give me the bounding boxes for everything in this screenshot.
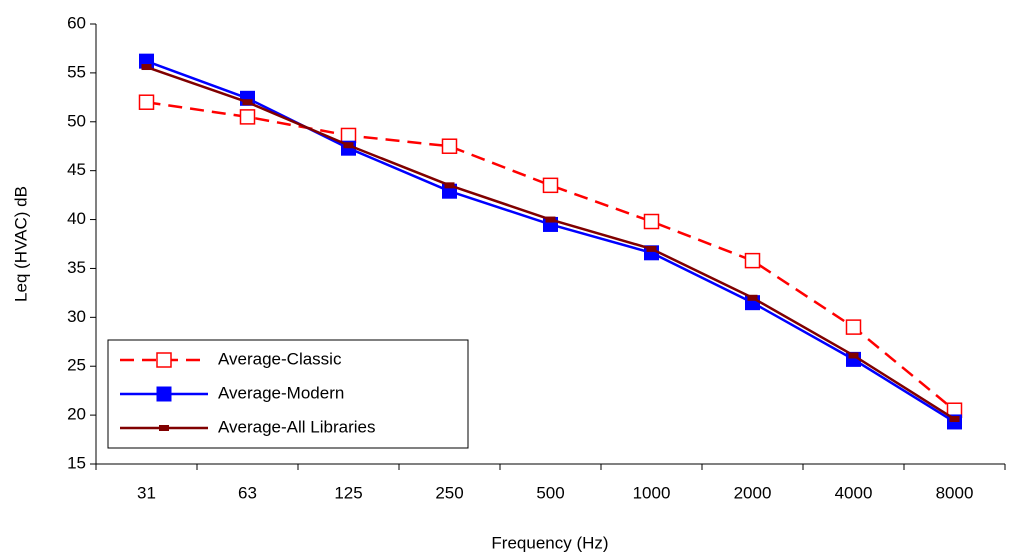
x-tick-label: 8000 [936,483,974,502]
x-tick-label: 125 [334,483,362,502]
y-tick-label: 20 [67,405,86,424]
marker [444,182,455,189]
marker [744,252,761,269]
marker [138,94,155,110]
y-tick-label: 25 [67,356,86,375]
marker [441,138,458,154]
marker [848,352,859,359]
marker [545,216,556,223]
marker [340,127,357,144]
y-tick-label: 50 [67,111,86,130]
x-tick-label: 63 [238,483,257,502]
marker [643,213,660,230]
x-tick-label: 1000 [633,483,671,502]
y-tick-label: 15 [67,453,86,472]
marker [156,386,172,402]
marker [156,352,172,368]
y-tick-label: 60 [67,13,86,32]
marker [242,99,253,106]
marker [646,245,657,252]
y-tick-label: 35 [67,258,86,277]
x-axis-label: Frequency (Hz) [491,533,608,552]
marker [542,177,559,194]
legend-label: Average-Classic [218,349,342,368]
legend-label: Average-Modern [218,383,344,402]
x-tick-label: 2000 [734,483,772,502]
y-tick-label: 45 [67,160,86,179]
y-tick-label: 30 [67,307,86,326]
x-tick-label: 500 [536,483,564,502]
marker [239,109,256,125]
marker [949,416,960,423]
marker [845,319,862,335]
marker [141,64,152,71]
x-tick-label: 31 [137,483,156,502]
marker [747,294,758,301]
y-axis-label: Leq (HVAC) dB [11,186,30,302]
series-line [146,100,956,412]
y-tick-label: 40 [67,209,86,228]
legend-label: Average-All Libraries [218,417,375,436]
x-tick-label: 4000 [835,483,873,502]
x-tick-label: 250 [435,483,463,502]
y-tick-label: 55 [67,62,86,81]
marker [343,142,354,149]
marker [159,425,169,431]
